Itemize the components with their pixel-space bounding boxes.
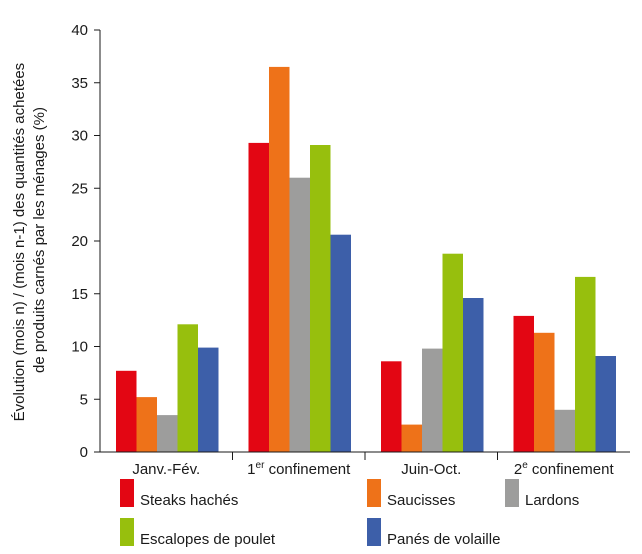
bar-lardons-3 xyxy=(554,409,575,452)
y-tick-label: 40 xyxy=(71,22,88,39)
legend: Steaks hachés Saucisses Lardons Escalopes d… xyxy=(120,479,579,548)
bar-pan-s-de-volaille-3 xyxy=(595,356,616,452)
legend-label: Steaks hachés xyxy=(140,492,238,509)
x-category-label-main: Juin-Oct. xyxy=(401,461,461,478)
legend-swatch xyxy=(505,479,519,507)
x-category-label-sup: er xyxy=(256,460,266,471)
x-category-label: Juin-Oct. xyxy=(401,461,461,478)
bar-lardons-1 xyxy=(289,177,310,452)
y-tick-label: 5 xyxy=(80,391,88,408)
y-tick-label: 20 xyxy=(71,233,88,250)
y-tick-label: 35 xyxy=(71,75,88,92)
bar-pan-s-de-volaille-1 xyxy=(330,234,351,452)
legend-label: Escalopes de poulet xyxy=(140,531,276,548)
bar-steaks-hach-s-3 xyxy=(513,315,534,452)
y-axis-title-line-2: de produits carnés par les ménages (%) xyxy=(31,107,48,373)
bar-escalopes-de-poulet-2 xyxy=(442,253,463,452)
x-category-label-main: Janv.-Fév. xyxy=(132,461,200,478)
x-category-label-main: 1 xyxy=(247,461,255,478)
bar-steaks-hach-s-1 xyxy=(248,142,269,452)
y-axis: 0 5 10 15 20 25 30 35 40 xyxy=(71,22,101,461)
bar-saucisses-1 xyxy=(269,66,290,453)
legend-item: Steaks hachés xyxy=(120,479,238,509)
x-category-label-sup: e xyxy=(522,460,528,471)
legend-item: Lardons xyxy=(505,479,579,509)
bar-escalopes-de-poulet-1 xyxy=(310,145,331,452)
bar-escalopes-de-poulet-3 xyxy=(575,276,596,452)
x-category-label: Janv.-Fév. xyxy=(132,461,200,478)
legend-item: Panés de volaille xyxy=(367,518,500,548)
bar-saucisses-3 xyxy=(534,332,555,452)
bar-saucisses-2 xyxy=(401,424,422,452)
legend-swatch xyxy=(367,518,381,546)
y-tick-label: 15 xyxy=(71,286,88,303)
y-tick-label: 30 xyxy=(71,128,88,145)
bar-escalopes-de-poulet-0 xyxy=(177,324,198,452)
x-category-label-rest: confinement xyxy=(528,461,615,478)
bar-pan-s-de-volaille-0 xyxy=(198,347,219,452)
x-category-label: 2e confinement xyxy=(514,460,615,478)
y-axis-title: Évolution (mois n) / (mois n-1) des quan… xyxy=(11,59,48,422)
legend-item: Escalopes de poulet xyxy=(120,518,276,548)
legend-swatch xyxy=(367,479,381,507)
legend-swatch xyxy=(120,518,134,546)
bar-lardons-0 xyxy=(157,415,178,452)
y-tick-label: 25 xyxy=(71,180,88,197)
x-category-label-rest: confinement xyxy=(264,461,351,478)
x-axis: Janv.-Fév. 1er confinement Juin-Oct. 2e con… xyxy=(100,451,630,478)
bar-pan-s-de-volaille-2 xyxy=(463,298,484,452)
y-tick-label: 0 xyxy=(80,444,88,461)
x-category-label: 1er confinement xyxy=(247,460,351,478)
bar-steaks-hach-s-0 xyxy=(116,370,137,452)
legend-item: Saucisses xyxy=(367,479,455,509)
legend-label: Lardons xyxy=(525,492,579,509)
bar-saucisses-0 xyxy=(136,397,157,452)
bar-lardons-2 xyxy=(422,348,443,452)
legend-label: Saucisses xyxy=(387,492,455,509)
bars xyxy=(116,66,616,453)
y-axis-title-line-1: Évolution (mois n) / (mois n-1) des quan… xyxy=(11,63,28,422)
legend-label: Panés de volaille xyxy=(387,531,500,548)
legend-swatch xyxy=(120,479,134,507)
y-tick-label: 10 xyxy=(71,339,88,356)
x-category-label-main: 2 xyxy=(514,461,522,478)
bar-steaks-hach-s-2 xyxy=(381,361,402,452)
